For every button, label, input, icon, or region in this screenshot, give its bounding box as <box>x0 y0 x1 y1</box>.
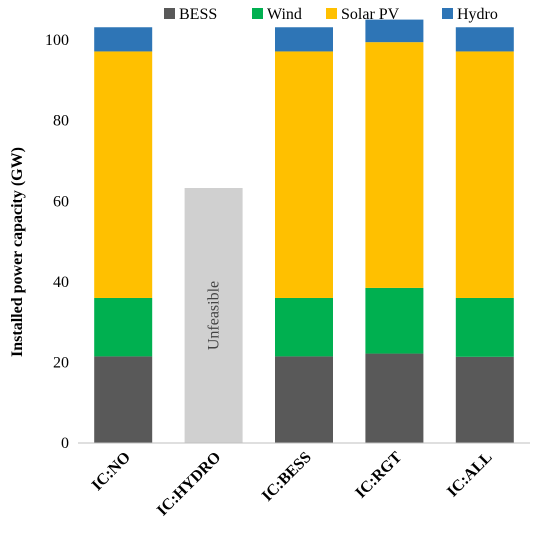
bar-segment-solar-pv-ic-rgt <box>365 42 424 288</box>
legend-label-solar-pv: Solar PV <box>341 6 400 23</box>
unfeasible-label: Unfeasible <box>206 281 223 350</box>
legend-swatch-hydro <box>442 8 453 19</box>
bar-segment-wind-ic-all <box>455 297 514 357</box>
y-tick-label: 0 <box>61 435 69 452</box>
legend: BESS Wind Solar PV Hydro <box>164 6 498 23</box>
bar-unfeasible-ic-hydro <box>184 187 243 443</box>
bar-segment-solar-pv-ic-bess <box>275 51 333 298</box>
legend-swatch-bess <box>164 8 175 19</box>
x-category-label: IC:BESS <box>259 449 315 505</box>
x-category-label: IC:RGT <box>352 449 405 502</box>
bar-segment-bess-ic-bess <box>275 356 333 443</box>
legend-swatch-wind <box>252 8 263 19</box>
bar-segment-hydro-ic-no <box>94 27 153 52</box>
x-category-label: IC:HYDRO <box>154 449 224 519</box>
legend-label-wind: Wind <box>267 6 302 23</box>
bar-segment-wind-ic-rgt <box>365 287 424 354</box>
x-axis-categories: IC:NO IC:HYDRO IC:BESS IC:RGT IC:ALL <box>89 449 496 520</box>
legend-label-hydro: Hydro <box>457 6 498 23</box>
bar-segment-hydro-ic-bess <box>275 27 333 52</box>
y-tick-label: 20 <box>53 354 69 371</box>
y-tick-label: 80 <box>53 113 69 130</box>
x-category-label: IC:ALL <box>444 449 496 501</box>
bars: Unfeasible <box>94 19 514 443</box>
legend-swatch-solar-pv <box>326 8 337 19</box>
legend-label-bess: BESS <box>179 6 217 23</box>
y-tick-label: 60 <box>53 193 69 210</box>
bar-segment-solar-pv-ic-no <box>94 51 153 298</box>
x-category-label: IC:NO <box>89 449 134 494</box>
bar-segment-solar-pv-ic-all <box>455 51 514 298</box>
y-axis-ticks: 0 20 40 60 80 100 <box>45 32 69 452</box>
bar-segment-bess-ic-rgt <box>365 353 424 443</box>
y-tick-label: 100 <box>45 32 69 49</box>
bar-segment-hydro-ic-all <box>455 27 514 52</box>
bar-segment-bess-ic-all <box>455 356 514 443</box>
bar-segment-bess-ic-no <box>94 356 153 443</box>
bar-segment-wind-ic-no <box>94 297 153 357</box>
y-tick-label: 40 <box>53 274 69 291</box>
y-axis-label: Installed power capacity (GW) <box>9 147 26 357</box>
bar-segment-hydro-ic-rgt <box>365 19 424 43</box>
bar-segment-wind-ic-bess <box>275 297 333 357</box>
